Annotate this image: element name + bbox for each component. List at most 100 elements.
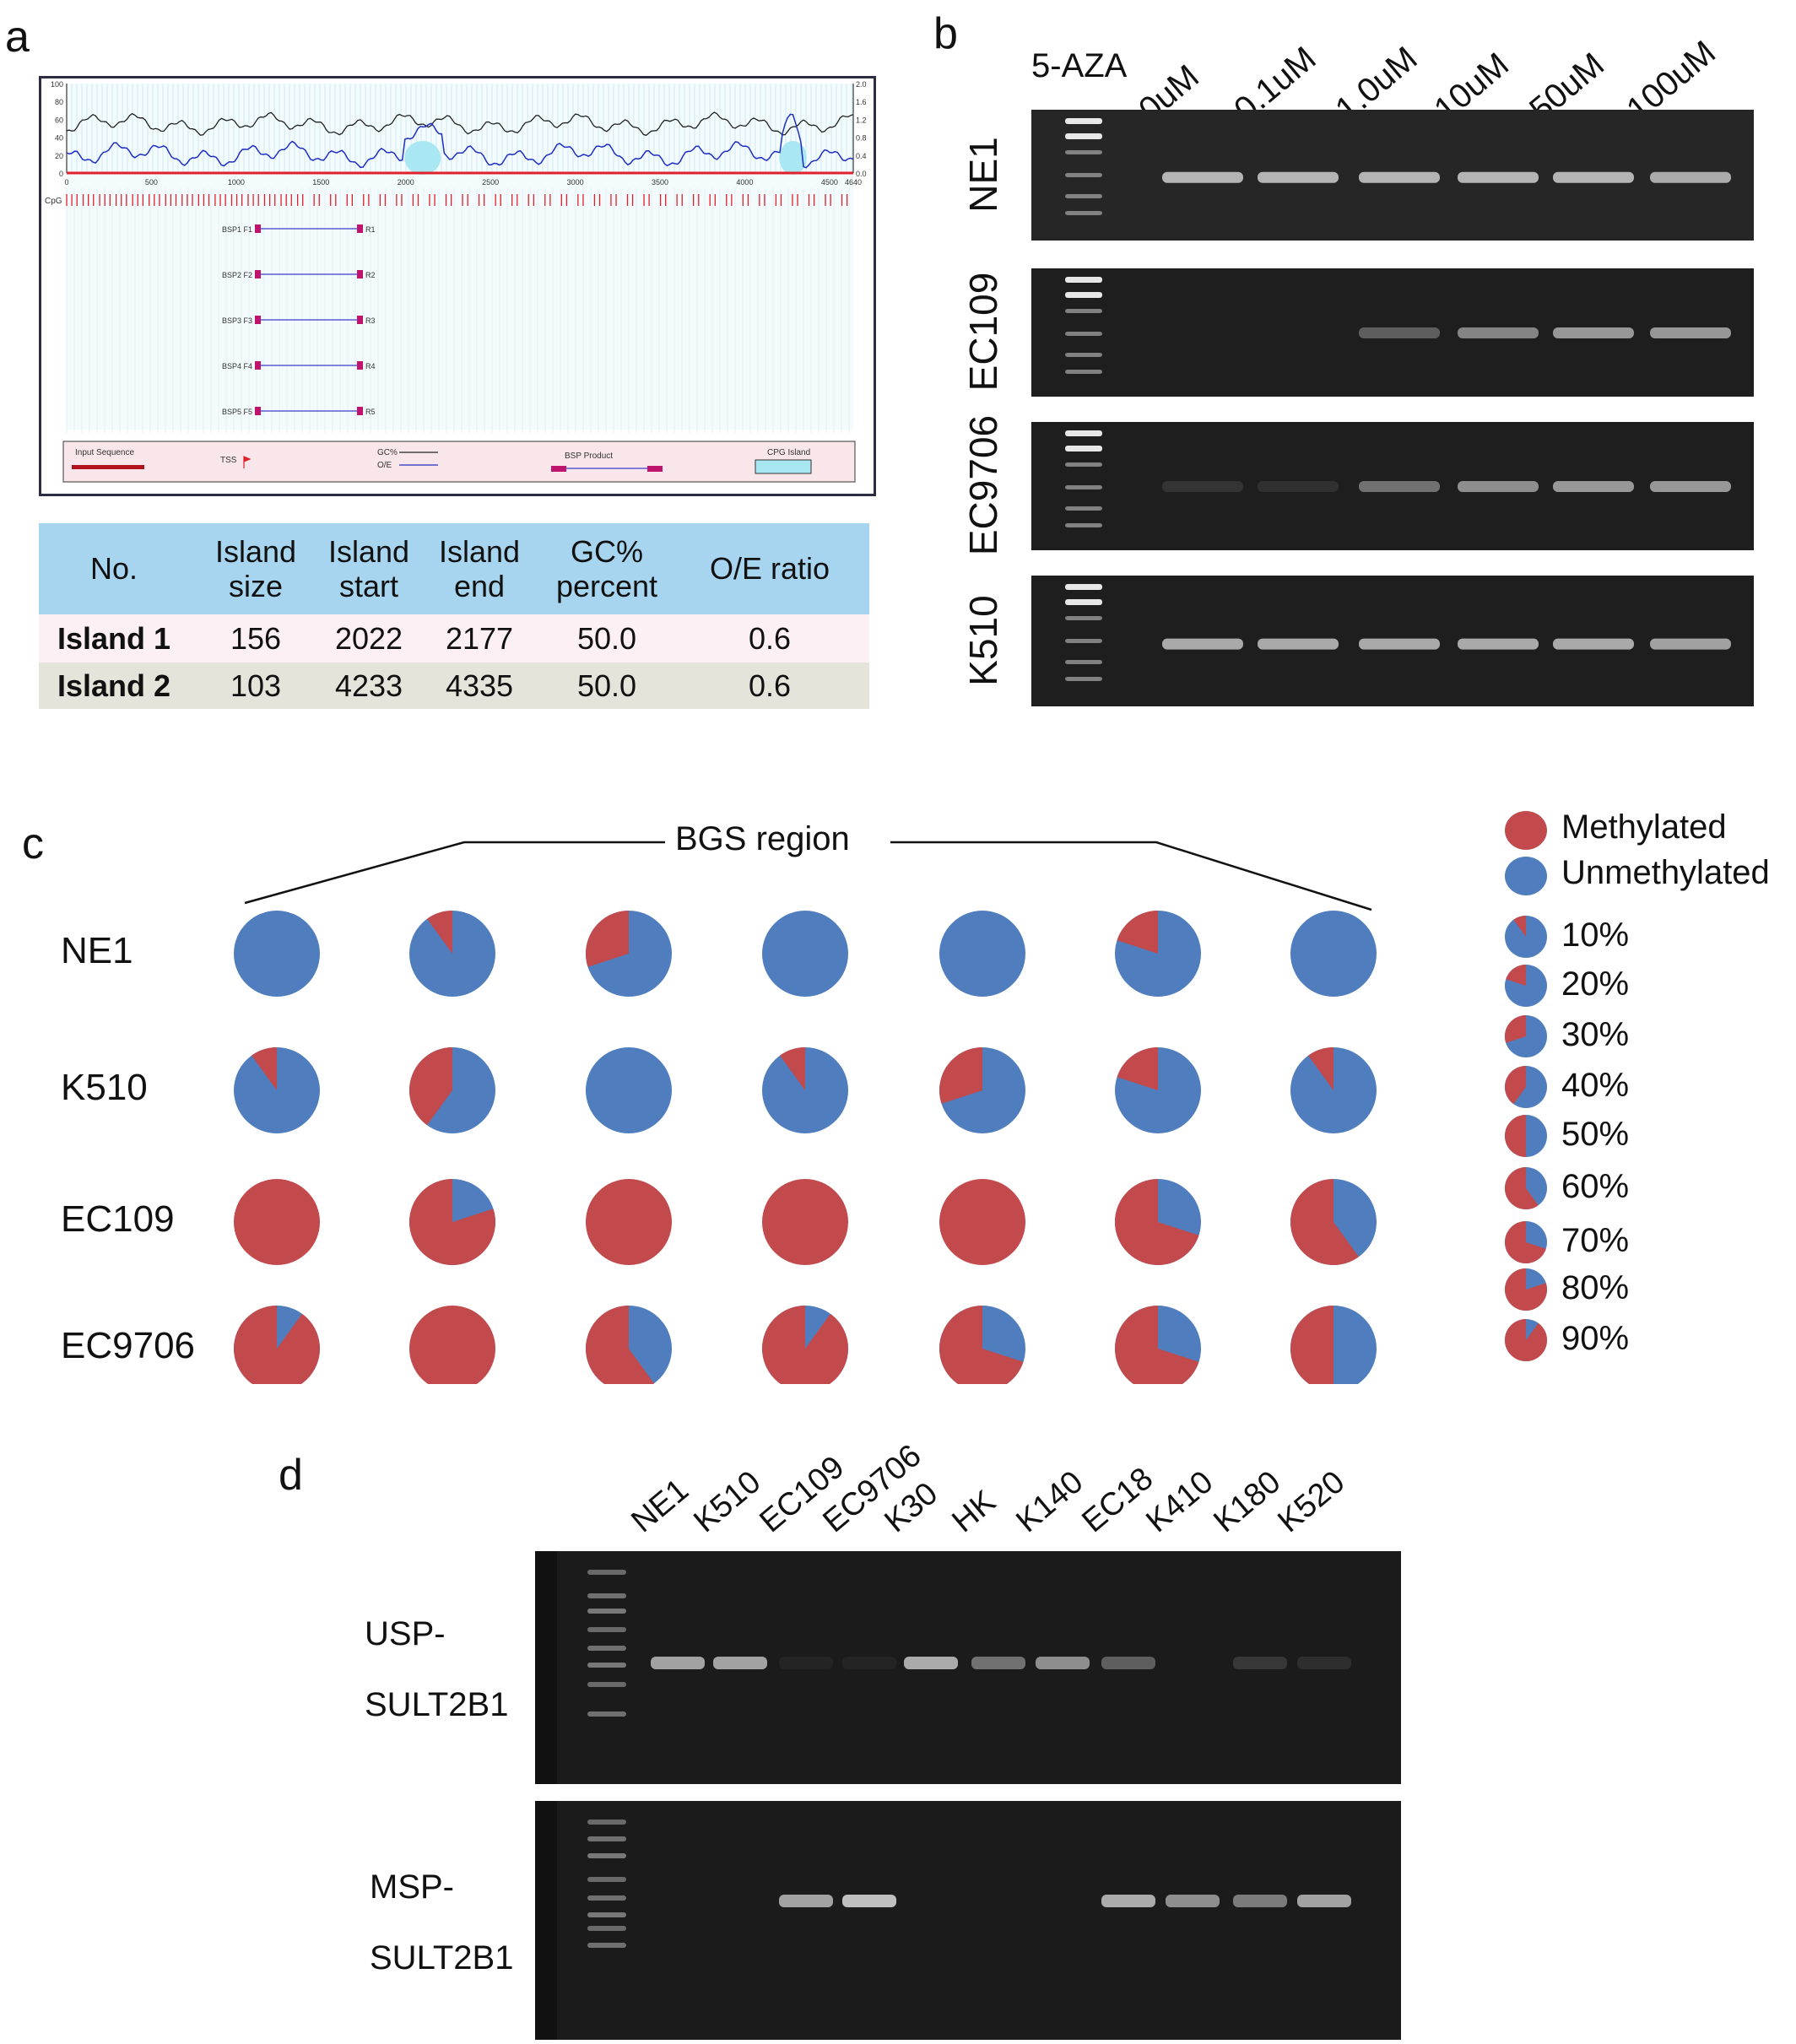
ladder-band <box>587 1853 626 1858</box>
legend-cpg-island: CPG Island <box>767 448 810 457</box>
lane-label: K140 <box>1009 1464 1090 1540</box>
legend-scale-label: 80% <box>1561 1269 1630 1306</box>
ladder-band <box>1065 292 1102 298</box>
ladder-band <box>1065 211 1102 215</box>
methylated-slice <box>1505 1167 1539 1209</box>
gel-svg <box>535 1801 1351 2040</box>
ladder-band <box>1065 677 1102 681</box>
pcr-band <box>1650 481 1731 492</box>
ladder-band <box>587 1627 626 1632</box>
unmethylated-slice <box>1290 911 1377 997</box>
x-tick-label: 1000 <box>228 178 245 187</box>
x-tick-label: 4640 <box>845 178 862 187</box>
gel-svg <box>1065 584 1731 681</box>
x-tick-label: 3500 <box>652 178 668 187</box>
bgs-region-label: BGS region <box>675 820 850 857</box>
gel-svg <box>1065 118 1731 215</box>
legend-scale-label: 90% <box>1561 1320 1630 1357</box>
island-table: No. Island size Island start Island end GC% … <box>39 523 869 709</box>
methylated-slice <box>762 1179 848 1265</box>
pcr-band <box>1359 327 1440 338</box>
legend-gc: GC% <box>377 448 398 457</box>
legend-scale-label: 30% <box>1561 1016 1630 1053</box>
ladder-band <box>1065 523 1102 527</box>
pie-chart <box>586 1306 672 1384</box>
pie-chart <box>1115 911 1201 997</box>
table-cell: Island 1 <box>57 620 171 656</box>
bsp-reverse-label: R4 <box>365 362 376 370</box>
legend-scale-label: 40% <box>1561 1067 1630 1104</box>
table-header-cell: O/E ratio <box>709 551 830 587</box>
gel-image <box>1031 268 1754 397</box>
legend-unmethylated-label: Unmethylated <box>1561 854 1770 891</box>
methylated-slice <box>1506 965 1526 986</box>
pie-chart <box>408 1179 495 1265</box>
pie-chart <box>1115 1047 1201 1133</box>
ladder-band <box>1065 599 1102 605</box>
methylated-slice <box>409 1306 495 1384</box>
ladder-band <box>1065 353 1102 357</box>
bsp-reverse-label: R3 <box>365 316 376 325</box>
ladder-band <box>587 1609 626 1614</box>
methylated-slice <box>234 1306 320 1384</box>
methylated-slice <box>1115 1306 1199 1384</box>
oe-ratio-line <box>66 113 854 169</box>
lane-label: HK <box>945 1484 1003 1540</box>
bsp-name-label: BSP2 F2 <box>222 271 252 279</box>
table-cell: 4233 <box>334 668 403 703</box>
methylated-slice <box>252 1047 277 1090</box>
bsp-forward-primer <box>255 361 261 370</box>
left-tick-label: 20 <box>55 152 63 160</box>
pie-chart <box>234 1047 320 1133</box>
map-background <box>67 84 853 430</box>
ladder-band <box>587 1895 626 1901</box>
pie-chart <box>586 1047 672 1133</box>
pie-row-label: EC9706 <box>61 1325 196 1366</box>
pie-chart <box>586 911 672 997</box>
pie-chart <box>1115 1306 1201 1384</box>
ladder-band <box>587 1646 626 1651</box>
left-tick-label: 60 <box>55 116 63 124</box>
legend-methylated-label: Methylated <box>1561 808 1727 846</box>
ladder-band <box>1065 332 1102 336</box>
methylated-slice <box>1505 1268 1548 1311</box>
pie-chart <box>1290 1306 1377 1384</box>
pcr-band <box>1650 327 1731 338</box>
cpg-map-svg: 100 2.0 80 1.6 60 1.2 40 0.8 20 0.4 0 0.0 0 500 1000 15… <box>45 80 867 483</box>
ladder-band <box>1065 430 1102 436</box>
gc-percent-line <box>66 111 854 137</box>
pie-chart <box>762 1306 848 1384</box>
gel-label-line2: SULT2B1 <box>365 1686 509 1723</box>
methylated-slice <box>780 1047 805 1090</box>
methylated-slice <box>1290 1306 1333 1384</box>
pie-row-label: K510 <box>61 1067 148 1108</box>
pie-chart <box>409 1306 495 1384</box>
right-tick-label: 0.8 <box>856 134 867 143</box>
methylation-pie-grid <box>234 911 1377 1384</box>
bsp-name-label: BSP1 F1 <box>222 225 252 234</box>
pcr-band <box>1258 481 1339 492</box>
pcr-band <box>1036 1657 1090 1669</box>
pcr-band <box>1297 1657 1351 1669</box>
ladder-band <box>587 1836 626 1841</box>
table-cell: 156 <box>230 620 282 656</box>
bsp-forward-primer <box>255 270 261 278</box>
tss-arrow-icon <box>243 456 252 468</box>
methylated-slice <box>586 911 629 967</box>
pcr-band <box>1258 171 1339 183</box>
bsp-reverse-primer <box>357 224 363 233</box>
legend-bsp-primer-right <box>647 466 663 472</box>
pcr-band <box>1553 327 1634 338</box>
ladder-band <box>1065 584 1102 590</box>
right-tick-label: 0.0 <box>856 170 867 178</box>
table-cell: 50.0 <box>576 620 637 656</box>
gel-image <box>535 1551 1401 1784</box>
methylated-slice <box>1504 1066 1526 1105</box>
pcr-band <box>1650 638 1731 650</box>
pcr-band <box>1233 1657 1287 1669</box>
gel-image <box>1031 576 1754 706</box>
methylated-slice <box>1505 1221 1546 1263</box>
legend-scale-label: 50% <box>1561 1116 1630 1153</box>
ladder-band <box>587 1711 626 1717</box>
legend-scale-label: 60% <box>1561 1168 1630 1205</box>
